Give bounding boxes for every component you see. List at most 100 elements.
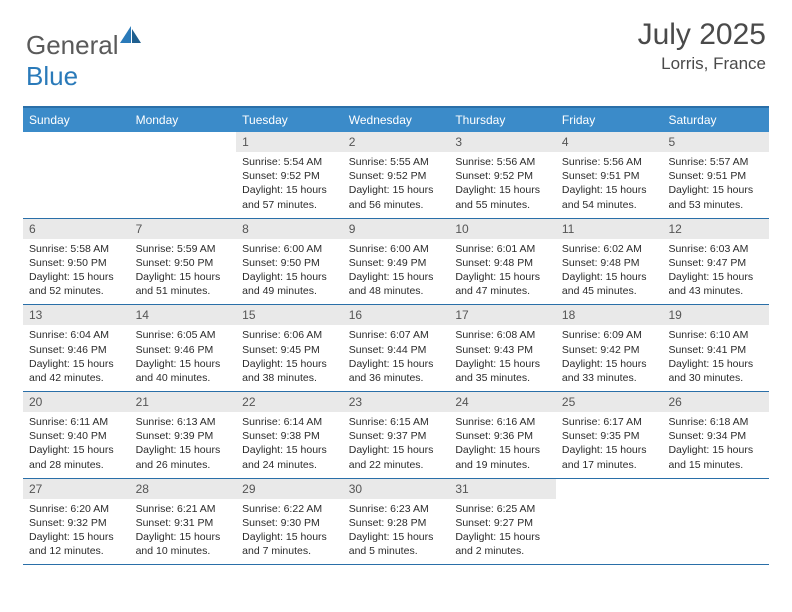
day-details: Sunrise: 6:16 AMSunset: 9:36 PMDaylight:…: [449, 412, 556, 478]
logo-text: GeneralBlue: [26, 26, 142, 92]
calendar-cell: 4Sunrise: 5:56 AMSunset: 9:51 PMDaylight…: [556, 132, 663, 219]
day-number: 18: [556, 305, 663, 325]
calendar-cell: 18Sunrise: 6:09 AMSunset: 9:42 PMDayligh…: [556, 305, 663, 392]
sunset-text: Sunset: 9:47 PM: [668, 256, 763, 270]
sunrise-text: Sunrise: 6:09 AM: [562, 328, 657, 342]
sunset-text: Sunset: 9:51 PM: [562, 169, 657, 183]
sunset-text: Sunset: 9:42 PM: [562, 343, 657, 357]
day-details: Sunrise: 6:03 AMSunset: 9:47 PMDaylight:…: [662, 239, 769, 305]
sunset-text: Sunset: 9:52 PM: [455, 169, 550, 183]
day-details: Sunrise: 6:17 AMSunset: 9:35 PMDaylight:…: [556, 412, 663, 478]
day-header: Monday: [130, 108, 237, 132]
day-number: 30: [343, 479, 450, 499]
calendar-cell-empty: .: [556, 479, 663, 566]
calendar-week-row: 13Sunrise: 6:04 AMSunset: 9:46 PMDayligh…: [23, 305, 769, 392]
day-details: Sunrise: 6:06 AMSunset: 9:45 PMDaylight:…: [236, 325, 343, 391]
calendar-cell: 5Sunrise: 5:57 AMSunset: 9:51 PMDaylight…: [662, 132, 769, 219]
sunset-text: Sunset: 9:46 PM: [29, 343, 124, 357]
sunrise-text: Sunrise: 6:14 AM: [242, 415, 337, 429]
day-details: Sunrise: 6:14 AMSunset: 9:38 PMDaylight:…: [236, 412, 343, 478]
daylight-text: Daylight: 15 hours and 51 minutes.: [136, 270, 231, 298]
sunrise-text: Sunrise: 6:02 AM: [562, 242, 657, 256]
day-details: Sunrise: 6:20 AMSunset: 9:32 PMDaylight:…: [23, 499, 130, 565]
day-number: 16: [343, 305, 450, 325]
calendar-week-row: 20Sunrise: 6:11 AMSunset: 9:40 PMDayligh…: [23, 392, 769, 479]
day-number: 26: [662, 392, 769, 412]
sunset-text: Sunset: 9:28 PM: [349, 516, 444, 530]
day-number: 13: [23, 305, 130, 325]
sunset-text: Sunset: 9:32 PM: [29, 516, 124, 530]
calendar-cell: 28Sunrise: 6:21 AMSunset: 9:31 PMDayligh…: [130, 479, 237, 566]
daylight-text: Daylight: 15 hours and 56 minutes.: [349, 183, 444, 211]
day-number: 3: [449, 132, 556, 152]
location: Lorris, France: [638, 54, 766, 74]
daylight-text: Daylight: 15 hours and 48 minutes.: [349, 270, 444, 298]
sunset-text: Sunset: 9:48 PM: [562, 256, 657, 270]
sunrise-text: Sunrise: 6:11 AM: [29, 415, 124, 429]
day-details: Sunrise: 6:04 AMSunset: 9:46 PMDaylight:…: [23, 325, 130, 391]
calendar-cell: 2Sunrise: 5:55 AMSunset: 9:52 PMDaylight…: [343, 132, 450, 219]
day-details: Sunrise: 6:21 AMSunset: 9:31 PMDaylight:…: [130, 499, 237, 565]
daylight-text: Daylight: 15 hours and 26 minutes.: [136, 443, 231, 471]
sunrise-text: Sunrise: 6:20 AM: [29, 502, 124, 516]
daylight-text: Daylight: 15 hours and 22 minutes.: [349, 443, 444, 471]
day-number: 4: [556, 132, 663, 152]
sunset-text: Sunset: 9:44 PM: [349, 343, 444, 357]
day-number: 10: [449, 219, 556, 239]
day-number: 22: [236, 392, 343, 412]
day-number: 24: [449, 392, 556, 412]
calendar-cell: 31Sunrise: 6:25 AMSunset: 9:27 PMDayligh…: [449, 479, 556, 566]
day-number: 9: [343, 219, 450, 239]
day-details: Sunrise: 6:09 AMSunset: 9:42 PMDaylight:…: [556, 325, 663, 391]
calendar-cell: 29Sunrise: 6:22 AMSunset: 9:30 PMDayligh…: [236, 479, 343, 566]
sunset-text: Sunset: 9:38 PM: [242, 429, 337, 443]
day-details: Sunrise: 5:59 AMSunset: 9:50 PMDaylight:…: [130, 239, 237, 305]
day-details: Sunrise: 6:01 AMSunset: 9:48 PMDaylight:…: [449, 239, 556, 305]
sunset-text: Sunset: 9:27 PM: [455, 516, 550, 530]
day-details: Sunrise: 6:11 AMSunset: 9:40 PMDaylight:…: [23, 412, 130, 478]
daylight-text: Daylight: 15 hours and 45 minutes.: [562, 270, 657, 298]
sunrise-text: Sunrise: 6:05 AM: [136, 328, 231, 342]
sunrise-text: Sunrise: 6:00 AM: [242, 242, 337, 256]
sunrise-text: Sunrise: 6:13 AM: [136, 415, 231, 429]
day-number: 14: [130, 305, 237, 325]
sunset-text: Sunset: 9:50 PM: [136, 256, 231, 270]
sunset-text: Sunset: 9:41 PM: [668, 343, 763, 357]
day-number: 15: [236, 305, 343, 325]
sunrise-text: Sunrise: 6:15 AM: [349, 415, 444, 429]
sunrise-text: Sunrise: 6:08 AM: [455, 328, 550, 342]
calendar-cell: 8Sunrise: 6:00 AMSunset: 9:50 PMDaylight…: [236, 219, 343, 306]
daylight-text: Daylight: 15 hours and 35 minutes.: [455, 357, 550, 385]
day-number: 2: [343, 132, 450, 152]
calendar-cell: 1Sunrise: 5:54 AMSunset: 9:52 PMDaylight…: [236, 132, 343, 219]
sunset-text: Sunset: 9:30 PM: [242, 516, 337, 530]
sunset-text: Sunset: 9:49 PM: [349, 256, 444, 270]
daylight-text: Daylight: 15 hours and 15 minutes.: [668, 443, 763, 471]
day-number: 23: [343, 392, 450, 412]
sunrise-text: Sunrise: 6:07 AM: [349, 328, 444, 342]
sunrise-text: Sunrise: 6:25 AM: [455, 502, 550, 516]
sunset-text: Sunset: 9:40 PM: [29, 429, 124, 443]
day-number: 28: [130, 479, 237, 499]
calendar-cell-empty: .: [130, 132, 237, 219]
calendar-week-row: ..1Sunrise: 5:54 AMSunset: 9:52 PMDaylig…: [23, 132, 769, 219]
sunrise-text: Sunrise: 5:58 AM: [29, 242, 124, 256]
calendar-cell-empty: .: [23, 132, 130, 219]
day-number: 12: [662, 219, 769, 239]
day-header: Tuesday: [236, 108, 343, 132]
calendar-cell: 12Sunrise: 6:03 AMSunset: 9:47 PMDayligh…: [662, 219, 769, 306]
day-number: 8: [236, 219, 343, 239]
day-header: Wednesday: [343, 108, 450, 132]
daylight-text: Daylight: 15 hours and 49 minutes.: [242, 270, 337, 298]
calendar: SundayMondayTuesdayWednesdayThursdayFrid…: [23, 106, 769, 565]
sunrise-text: Sunrise: 5:57 AM: [668, 155, 763, 169]
sunset-text: Sunset: 9:34 PM: [668, 429, 763, 443]
daylight-text: Daylight: 15 hours and 38 minutes.: [242, 357, 337, 385]
daylight-text: Daylight: 15 hours and 5 minutes.: [349, 530, 444, 558]
daylight-text: Daylight: 15 hours and 7 minutes.: [242, 530, 337, 558]
logo-text-blue: Blue: [26, 61, 78, 91]
daylight-text: Daylight: 15 hours and 55 minutes.: [455, 183, 550, 211]
daylight-text: Daylight: 15 hours and 33 minutes.: [562, 357, 657, 385]
sunrise-text: Sunrise: 6:22 AM: [242, 502, 337, 516]
calendar-cell: 27Sunrise: 6:20 AMSunset: 9:32 PMDayligh…: [23, 479, 130, 566]
